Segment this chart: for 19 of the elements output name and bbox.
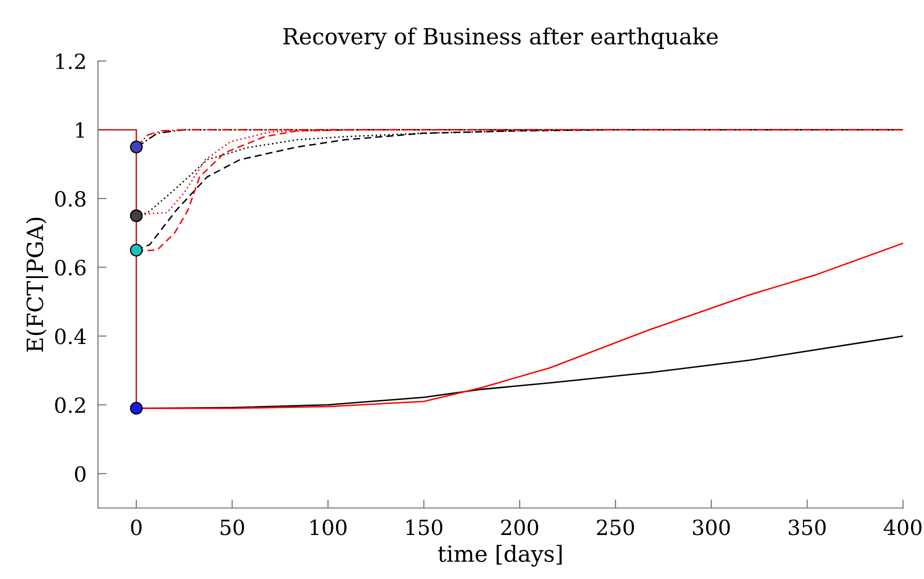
x-tick-label: 0 bbox=[131, 519, 142, 536]
y-tick-label: 0.8 bbox=[55, 190, 86, 207]
x-tick-label: 100 bbox=[310, 519, 346, 536]
x-tick-label: 400 bbox=[884, 519, 922, 536]
x-axis-title: time [days] bbox=[438, 544, 562, 567]
y-tick-label: 1 bbox=[76, 122, 84, 138]
chart-title: Recovery of Business after earthquake bbox=[283, 27, 718, 50]
x-tick-label: 250 bbox=[597, 519, 634, 536]
y-tick-label: 0 bbox=[75, 466, 86, 482]
x-tick-label: 300 bbox=[693, 519, 730, 536]
y-tick-label: 0.6 bbox=[55, 260, 86, 276]
x-tick-label: 200 bbox=[501, 519, 538, 536]
y-tick-label: 1.2 bbox=[56, 53, 85, 70]
y-tick-label: 0.4 bbox=[55, 328, 86, 344]
x-tick-label: 350 bbox=[788, 519, 826, 536]
x-tick-label: 50 bbox=[220, 519, 244, 536]
x-tick-label: 150 bbox=[406, 519, 442, 536]
y-axis-title: E(FCT|PGA) bbox=[26, 218, 48, 352]
y-tick-label: 0.2 bbox=[55, 397, 85, 414]
